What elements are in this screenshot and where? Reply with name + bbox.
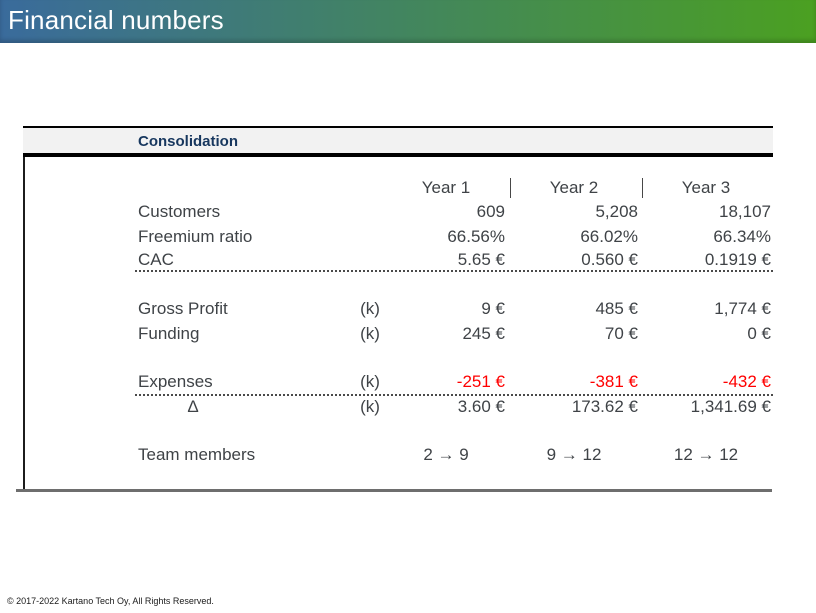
dotted-divider (135, 394, 773, 396)
table-row-cac: CAC 5.65 € 0.560 € 0.1919 € (23, 248, 773, 272)
column-header-row: Year 1 Year 2 Year 3 (23, 176, 773, 200)
row-unit: (k) (360, 372, 380, 391)
consolidation-table: Consolidation Year 1 Year 2 Year 3 Custo… (23, 126, 773, 491)
column-separator (510, 178, 511, 198)
cell-year2: 9 → 12 (546, 445, 602, 464)
cell-year2: 70 € (604, 324, 638, 343)
table-row-funding: Funding (k) 245 € 70 € 0 € (23, 322, 773, 346)
cell-year3: 18,107 (719, 202, 771, 221)
table-row-freemium-ratio: Freemium ratio 66.56% 66.02% 66.34% (23, 225, 773, 249)
table-bottom-rule (16, 489, 772, 492)
column-separator (642, 178, 643, 198)
cell-year3: 12 → 12 (673, 445, 739, 464)
row-unit: (k) (360, 324, 380, 343)
cell-year1: 3.60 € (457, 397, 505, 416)
cell-year3-negative: -432 € (722, 372, 771, 391)
cell-year1: 5.65 € (457, 250, 505, 269)
cell-year1: 2 → 9 (423, 445, 469, 464)
cell-year1: 245 € (462, 324, 505, 343)
table-row-team-members: Team members 2 → 9 9 → 12 12 → 12 (23, 443, 773, 467)
page-title: Financial numbers (8, 5, 224, 35)
row-unit: (k) (360, 299, 380, 318)
table-header-rule (23, 153, 773, 157)
column-header-year2: Year 2 (549, 178, 599, 197)
cell-year3: 1,341.69 € (690, 397, 771, 416)
cell-year1: 66.56% (447, 227, 505, 246)
row-label: Gross Profit (138, 299, 228, 318)
cell-year2-negative: -381 € (589, 372, 638, 391)
row-label: Customers (138, 202, 221, 221)
row-label-delta: Δ (187, 397, 199, 416)
table-title: Consolidation (138, 133, 238, 150)
table-row-gross-profit: Gross Profit (k) 9 € 485 € 1,774 € (23, 297, 773, 321)
cell-year1: 609 (476, 202, 505, 221)
cell-year2: 66.02% (580, 227, 638, 246)
row-unit: (k) (360, 397, 380, 416)
cell-year2: 173.62 € (571, 397, 638, 416)
row-label: CAC (138, 250, 174, 269)
row-label: Team members (138, 445, 256, 464)
table-row-expenses: Expenses (k) -251 € -381 € -432 € (23, 370, 773, 394)
cell-year1: 9 € (481, 299, 505, 318)
cell-year3: 66.34% (713, 227, 771, 246)
table-header-band: Consolidation (23, 126, 773, 153)
copyright-footer: © 2017-2022 Kartano Tech Oy, All Rights … (7, 596, 214, 606)
cell-year2: 0.560 € (581, 250, 638, 269)
cell-year3: 0 € (747, 324, 771, 343)
row-label: Freemium ratio (138, 227, 253, 246)
cell-year1-negative: -251 € (456, 372, 505, 391)
column-header-year3: Year 3 (681, 178, 731, 197)
column-header-year1: Year 1 (421, 178, 471, 197)
cell-year2: 485 € (595, 299, 638, 318)
cell-year3: 1,774 € (714, 299, 771, 318)
dotted-divider (135, 270, 773, 272)
row-label: Expenses (138, 372, 213, 391)
cell-year2: 5,208 (595, 202, 638, 221)
slide-header: Financial numbers (0, 0, 816, 43)
table-row-delta: Δ (k) 3.60 € 173.62 € 1,341.69 € (23, 395, 773, 419)
table-left-border (23, 126, 25, 491)
row-label: Funding (138, 324, 200, 343)
table-row-customers: Customers 609 5,208 18,107 (23, 200, 773, 224)
cell-year3: 0.1919 € (704, 250, 771, 269)
